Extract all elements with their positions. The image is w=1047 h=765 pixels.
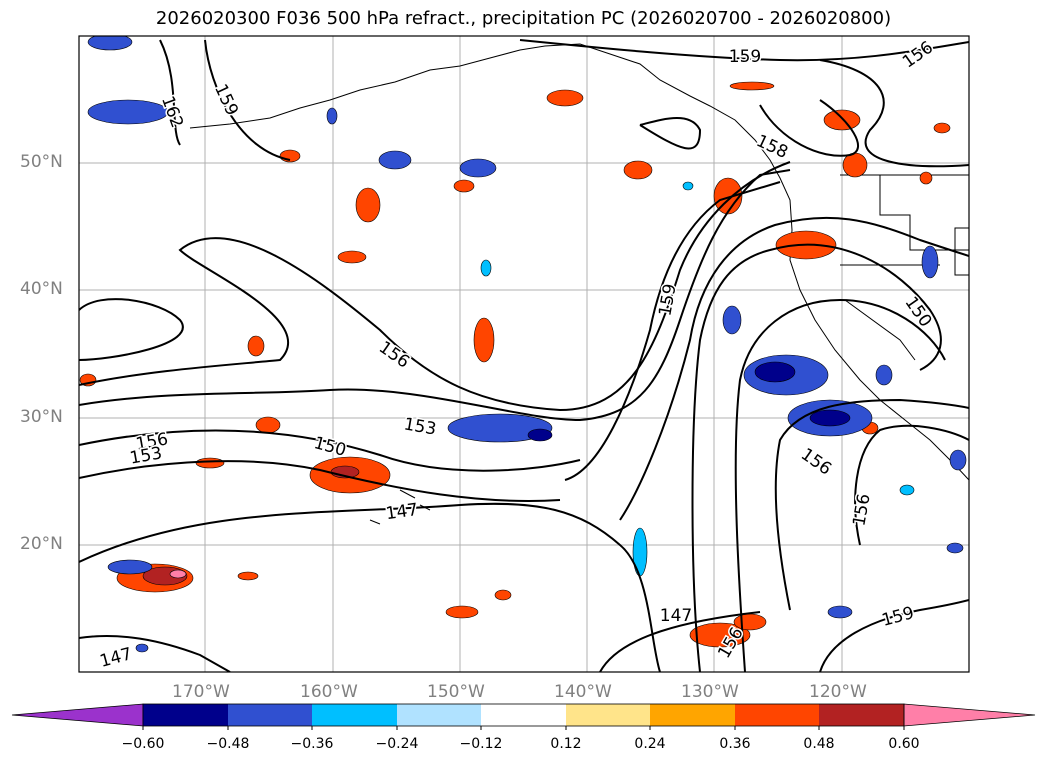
lon-label-130w: 130°W	[681, 682, 739, 702]
lon-label-170w: 170°W	[172, 682, 230, 702]
contour-labels: 159 156 162 159 158 159 150 156 153 156 153 150 147 1…	[96, 36, 938, 673]
colorbar-extend-low	[11, 703, 144, 727]
colorbar-tick: 0.12	[550, 736, 582, 752]
colorbar-segment	[735, 704, 819, 726]
contour-label: 153	[402, 414, 437, 439]
gridlines	[79, 36, 969, 672]
contour-label: 159	[880, 603, 917, 631]
colorbar-segment	[650, 704, 735, 726]
contour-label: 153	[128, 443, 163, 468]
contour-lines	[79, 39, 969, 672]
lat-label-30n: 30°N	[20, 407, 63, 427]
lon-label-150w: 150°W	[427, 682, 485, 702]
precip-negative	[87, 36, 967, 653]
contour-label: 156	[797, 445, 835, 480]
colorbar-tick: 0.36	[719, 736, 751, 752]
lon-label-160w: 160°W	[300, 682, 358, 702]
colorbar-segment	[566, 704, 650, 726]
colorbar-segment	[397, 704, 481, 726]
contour-label: 147	[660, 606, 692, 626]
lon-label-120w: 120°W	[809, 682, 867, 702]
lat-label-40n: 40°N	[20, 279, 63, 299]
map-frame	[78, 35, 970, 673]
contour-label: 156	[899, 38, 937, 73]
colorbar-tick: 0.60	[888, 736, 920, 752]
colorbar-tick: −0.24	[375, 736, 419, 752]
colorbar-tick: 0.48	[803, 736, 835, 752]
contour-label: 150	[312, 433, 349, 461]
colorbar-tick: 0.24	[634, 736, 666, 752]
colorbar-segment	[312, 704, 397, 726]
lat-label-20n: 20°N	[20, 534, 63, 554]
contour-label: 150	[901, 293, 936, 331]
lon-label-140w: 140°W	[554, 682, 612, 702]
map-title: 2026020300 F036 500 hPa refract., precip…	[155, 8, 892, 29]
contour-label: 159	[655, 282, 680, 317]
contour-label: 147	[98, 644, 135, 672]
precip-positive	[79, 81, 951, 648]
contour-label: 147	[385, 500, 420, 524]
contour-label: 162	[157, 93, 187, 130]
colorbar-tick: −0.36	[290, 736, 334, 752]
colorbar	[11, 703, 1036, 730]
colorbar-segment	[143, 704, 228, 726]
contour-label: 156	[375, 338, 413, 373]
colorbar-tick: −0.12	[459, 736, 503, 752]
lat-label-50n: 50°N	[20, 152, 63, 172]
colorbar-segment	[481, 704, 566, 726]
contour-label: 159	[210, 81, 242, 119]
contour-label: 156	[849, 492, 874, 527]
colorbar-outline	[142, 703, 905, 727]
colorbar-segment	[228, 704, 312, 726]
colorbar-extend-high	[903, 703, 1036, 727]
contour-label: 158	[753, 131, 791, 163]
contour-label: 159	[729, 47, 761, 67]
colorbar-segment	[819, 704, 904, 726]
colorbar-tick: −0.48	[206, 736, 250, 752]
colorbar-tick: −0.60	[121, 736, 165, 752]
